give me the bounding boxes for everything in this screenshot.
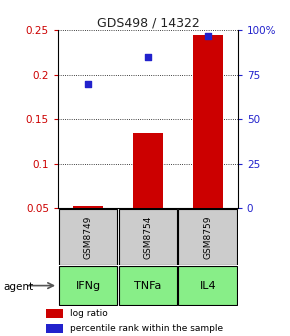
Title: GDS498 / 14322: GDS498 / 14322 [97, 16, 199, 29]
Bar [73, 206, 103, 208]
Text: GSM8749: GSM8749 [84, 215, 93, 259]
Text: IL4: IL4 [200, 281, 216, 291]
Point [206, 33, 210, 38]
Text: GSM8759: GSM8759 [203, 215, 212, 259]
Text: percentile rank within the sample: percentile rank within the sample [70, 324, 223, 333]
Text: GSM8754: GSM8754 [143, 215, 153, 259]
Text: TNFa: TNFa [134, 281, 162, 291]
Point [146, 54, 150, 60]
FancyBboxPatch shape [119, 266, 177, 305]
FancyBboxPatch shape [59, 209, 117, 265]
FancyBboxPatch shape [59, 266, 117, 305]
Point [86, 81, 90, 86]
FancyBboxPatch shape [119, 209, 177, 265]
FancyBboxPatch shape [178, 266, 237, 305]
Bar [46, 324, 63, 333]
Bar [133, 133, 163, 208]
Text: IFNg: IFNg [75, 281, 101, 291]
Bar [193, 35, 223, 208]
Text: log ratio: log ratio [70, 309, 107, 319]
Text: agent: agent [3, 282, 33, 292]
Bar [46, 309, 63, 319]
FancyBboxPatch shape [178, 209, 237, 265]
